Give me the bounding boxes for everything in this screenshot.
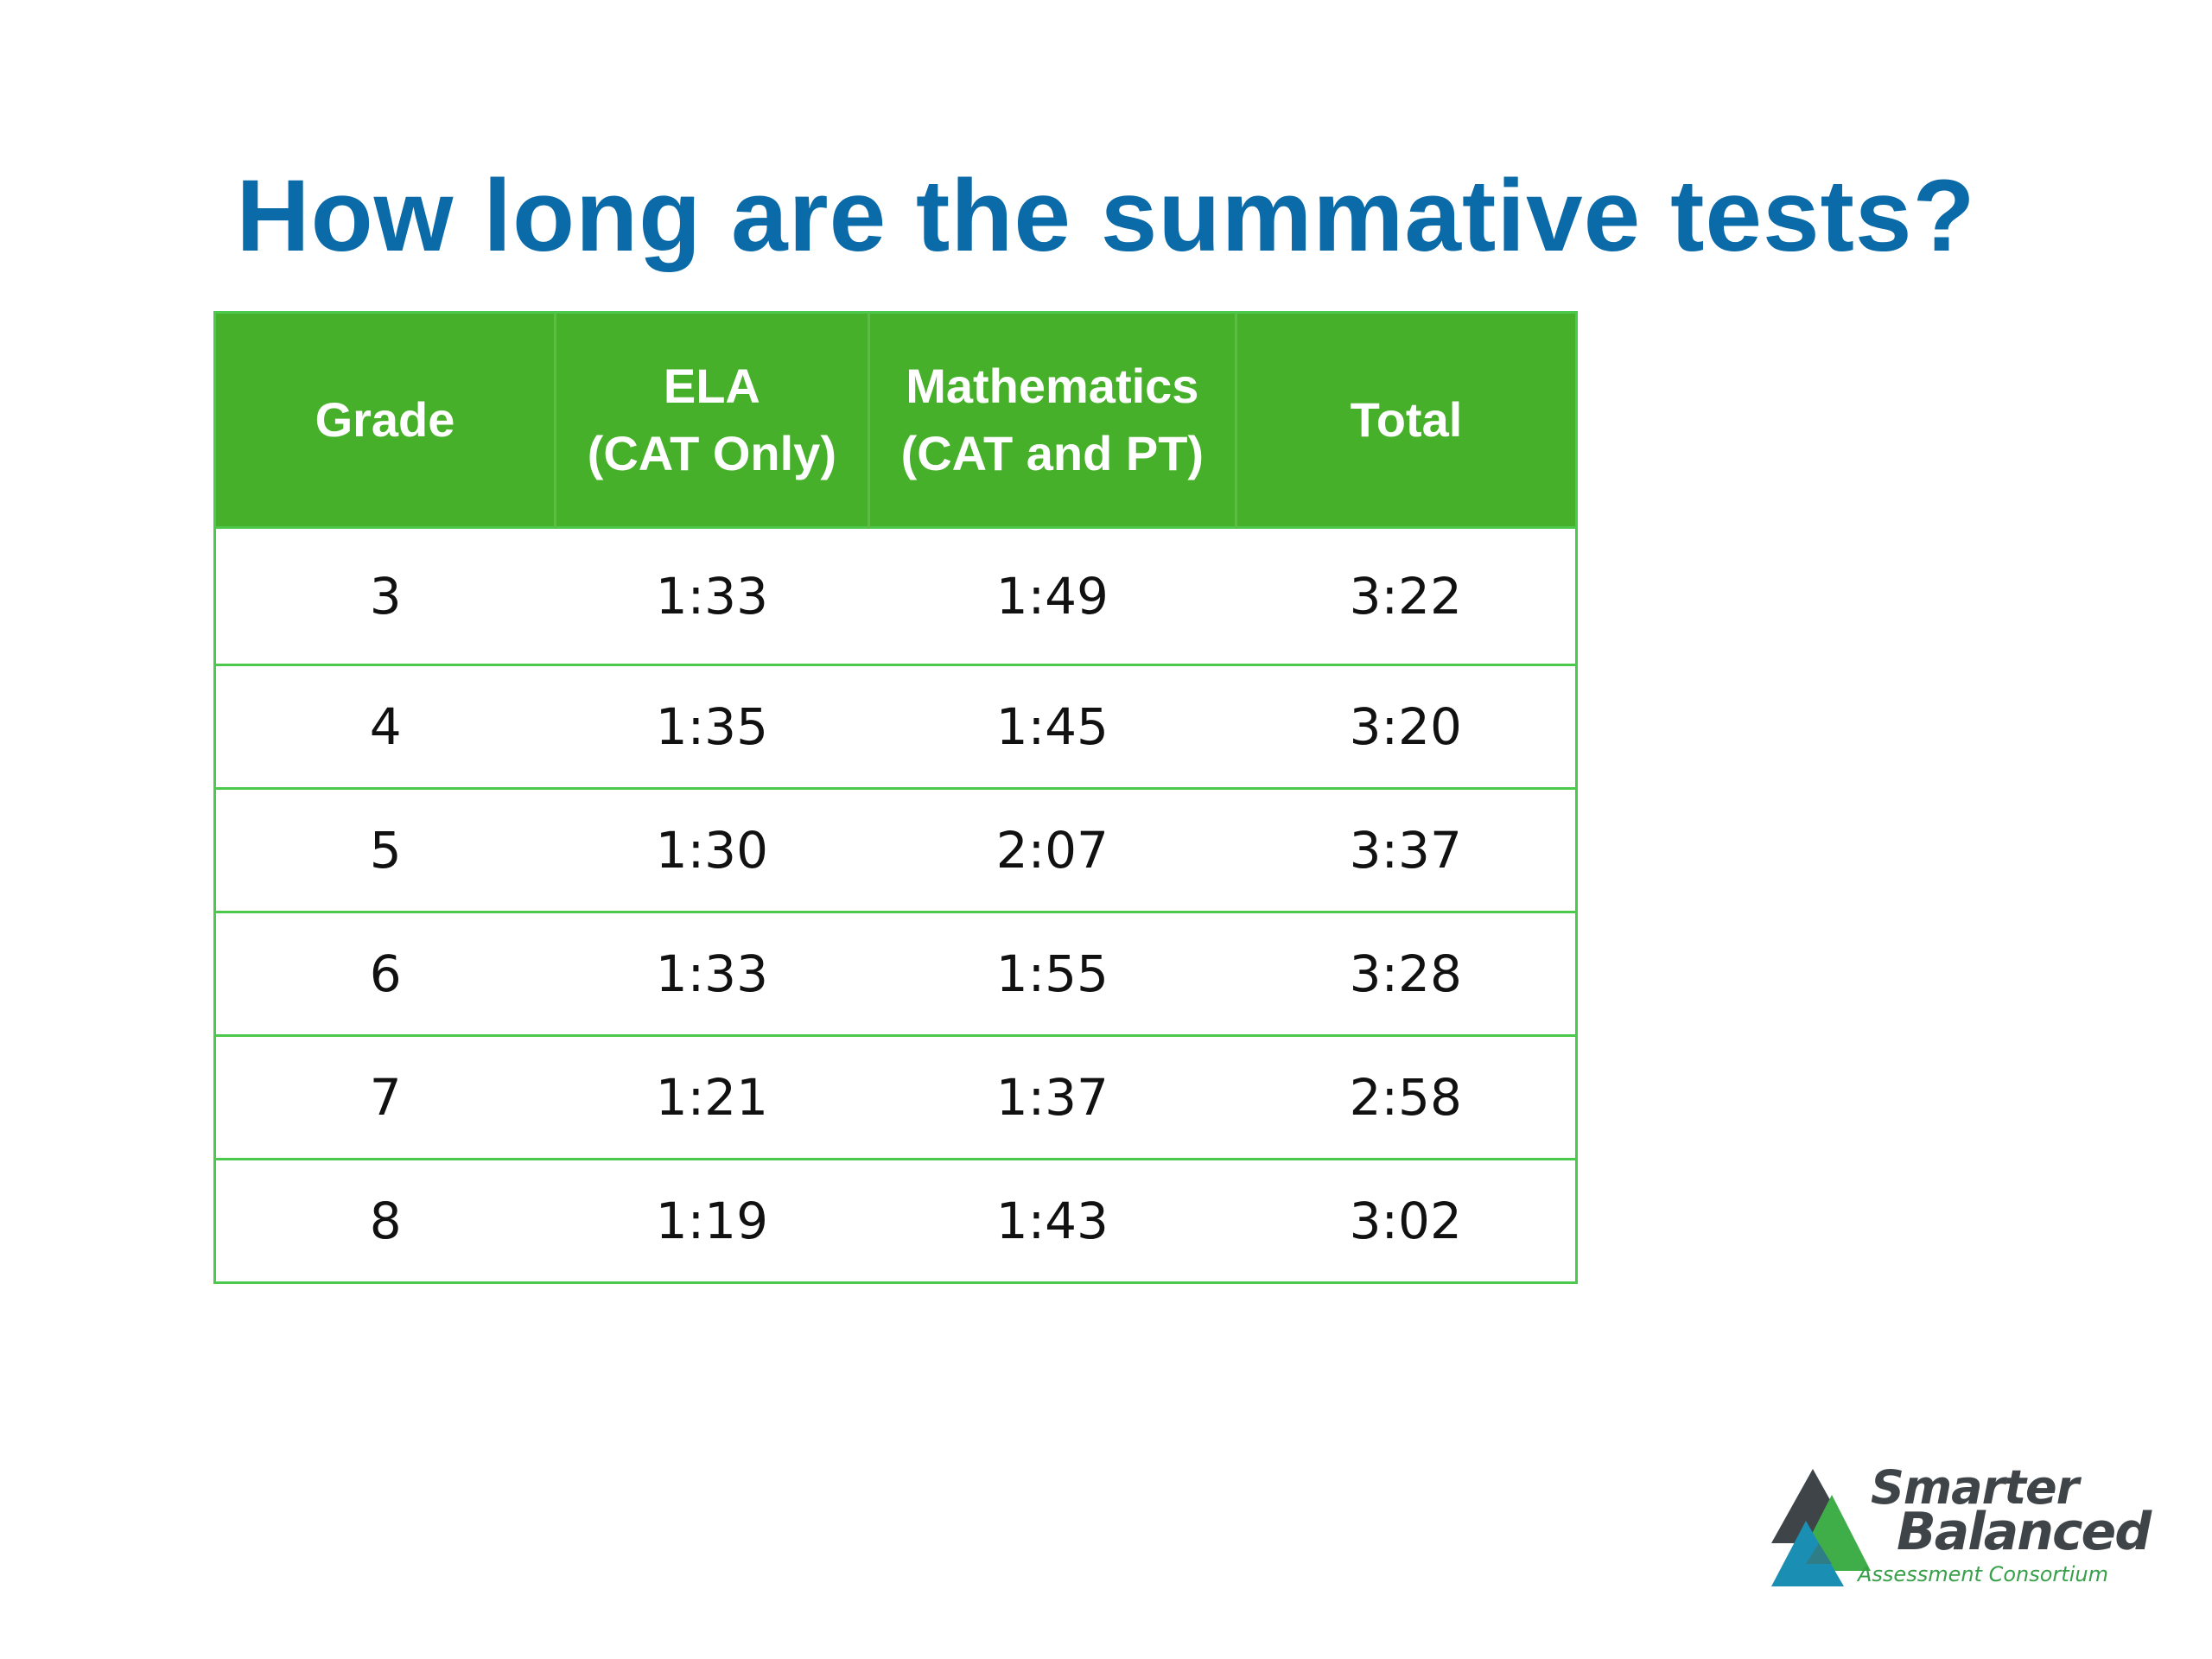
cell-grade: 5 xyxy=(369,820,402,880)
cell-total: 3:37 xyxy=(1349,820,1462,880)
cell-grade: 7 xyxy=(369,1067,402,1127)
table-header-row: Grade ELA (CAT Only) Mathematics (CAT an… xyxy=(216,314,1575,527)
test-length-table: Grade ELA (CAT Only) Mathematics (CAT an… xyxy=(213,311,1578,1284)
cell-mathematics: 1:43 xyxy=(995,1192,1109,1251)
table-row: 4 1:35 1:45 3:20 xyxy=(216,664,1575,788)
cell-grade: 3 xyxy=(369,566,402,626)
cell-ela: 1:21 xyxy=(655,1067,768,1127)
table-row: 3 1:33 1:49 3:22 xyxy=(216,527,1575,664)
table-row: 7 1:21 1:37 2:58 xyxy=(216,1035,1575,1159)
cell-mathematics: 2:07 xyxy=(995,820,1109,880)
logo-text-balanced: Balanced xyxy=(1897,1502,2152,1562)
logo-text-smarter: Smarter xyxy=(1871,1460,2079,1515)
logo-text-consortium: Assessment Consortium xyxy=(1858,1562,2108,1586)
cell-grade: 4 xyxy=(369,696,402,756)
cell-ela: 1:35 xyxy=(655,696,768,756)
table-row: 5 1:30 2:07 3:37 xyxy=(216,788,1575,912)
cell-ela: 1:19 xyxy=(655,1192,768,1251)
triangle-logo-icon xyxy=(1771,1469,1871,1586)
header-mathematics: Mathematics (CAT and PT) xyxy=(868,314,1237,527)
cell-total: 3:02 xyxy=(1349,1192,1462,1251)
header-grade: Grade xyxy=(216,314,556,527)
table-row: 8 1:19 1:43 3:02 xyxy=(216,1159,1575,1282)
cell-mathematics: 1:45 xyxy=(995,696,1109,756)
cell-ela: 1:33 xyxy=(655,566,768,626)
cell-ela: 1:30 xyxy=(655,820,768,880)
header-ela: ELA (CAT Only) xyxy=(555,314,870,527)
slide-title: How long are the summative tests? xyxy=(236,159,1976,273)
header-total: Total xyxy=(1350,391,1463,447)
cell-grade: 8 xyxy=(369,1192,402,1251)
cell-ela: 1:33 xyxy=(655,944,768,1003)
cell-total: 3:20 xyxy=(1349,696,1462,756)
cell-grade: 6 xyxy=(369,944,402,1003)
smarter-balanced-logo: Smarter Balanced Assessment Consortium xyxy=(1771,1460,2152,1599)
cell-total: 3:22 xyxy=(1349,566,1462,626)
cell-total: 3:28 xyxy=(1349,944,1462,1003)
cell-mathematics: 1:37 xyxy=(995,1067,1109,1127)
cell-mathematics: 1:49 xyxy=(995,566,1109,626)
table-row: 6 1:33 1:55 3:28 xyxy=(216,912,1575,1035)
cell-mathematics: 1:55 xyxy=(995,944,1109,1003)
cell-total: 2:58 xyxy=(1349,1067,1462,1127)
